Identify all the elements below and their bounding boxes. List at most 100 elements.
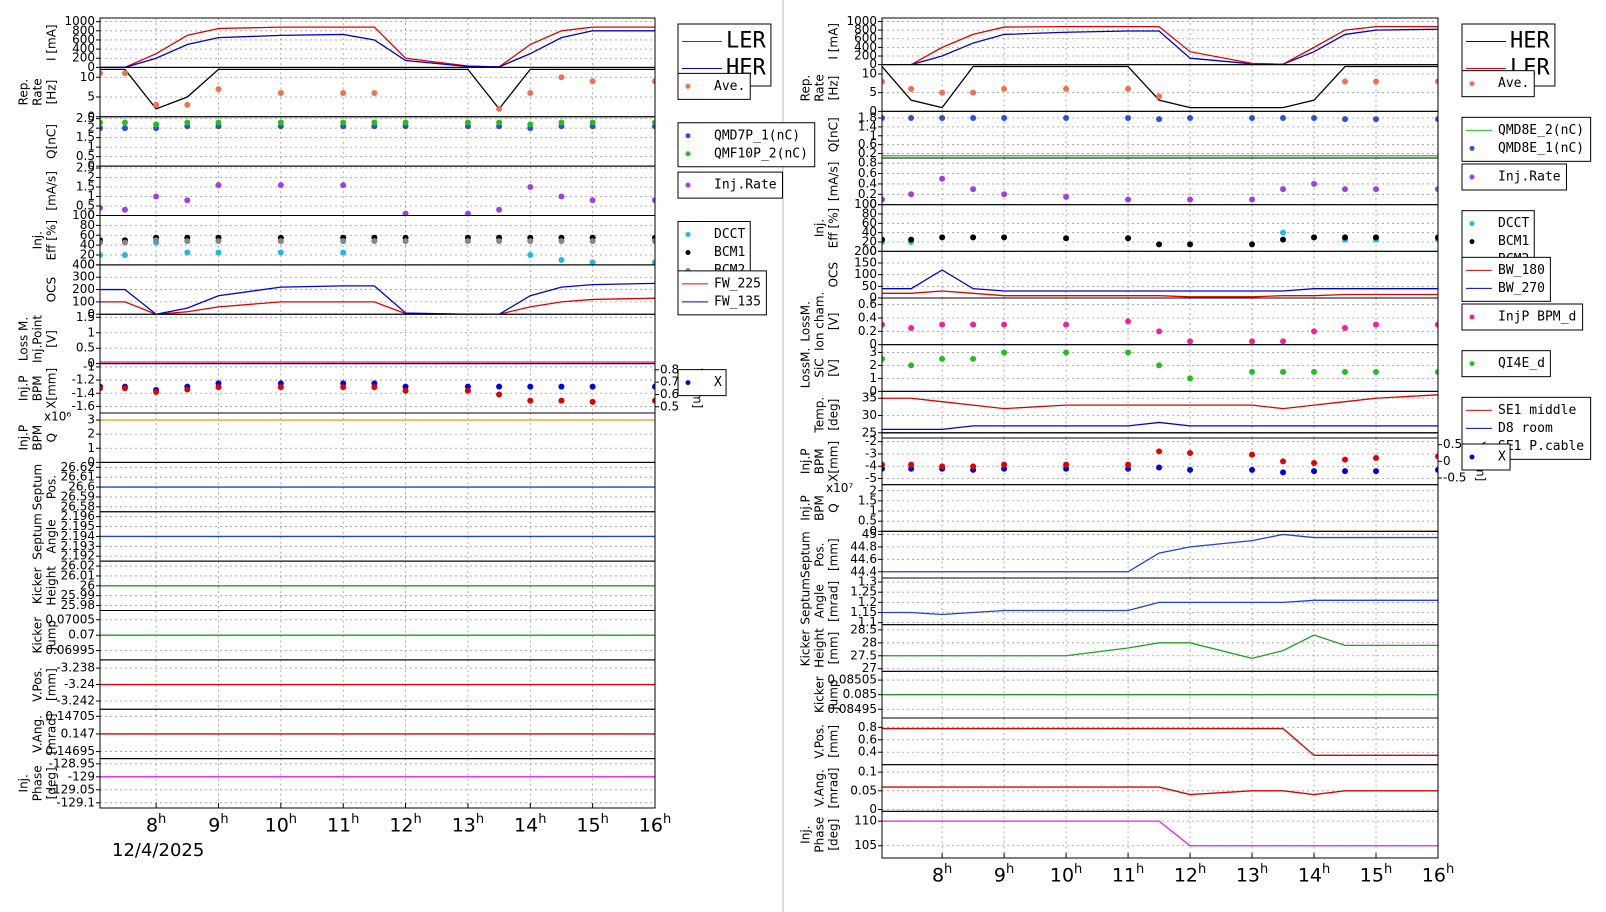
legend-label: BCM1 xyxy=(714,245,745,260)
data-point xyxy=(1001,191,1008,198)
data-point xyxy=(371,90,378,97)
data-point xyxy=(1435,321,1438,328)
legend: FW_225 FW_135 xyxy=(677,270,767,316)
data-point xyxy=(1249,196,1256,203)
y-tick-label: 200 xyxy=(72,51,95,65)
y-axis-label: BPM xyxy=(813,495,827,521)
y-axis-label: Inj. xyxy=(17,774,31,792)
series-group xyxy=(882,269,1438,298)
data-point xyxy=(589,259,596,265)
y-axis-label: V.Ang. xyxy=(31,715,45,753)
data-point xyxy=(970,234,977,241)
y-axis-label: [mrad] xyxy=(45,713,59,754)
series-group xyxy=(882,599,1438,616)
scale-label: x10⁶ xyxy=(44,410,71,424)
y-axis-label: Kicker xyxy=(799,630,813,667)
data-point xyxy=(340,249,347,256)
y-axis-label: Pos. xyxy=(813,543,827,567)
y-axis-label: [V] xyxy=(827,313,841,331)
data-point xyxy=(882,321,885,328)
y-tick-label: 1.5 xyxy=(76,130,95,144)
legend-label: QMD8E_2(nC) xyxy=(1498,123,1584,138)
data-point xyxy=(1435,78,1438,85)
legend-swatch xyxy=(1469,145,1475,151)
data-point xyxy=(1156,241,1163,248)
legend-label: BW_180 xyxy=(1498,263,1545,278)
legend: QI4E_d xyxy=(1461,350,1551,378)
data-point xyxy=(908,115,915,121)
data-point xyxy=(1125,85,1132,92)
y-tick-label: 0.05 xyxy=(850,783,877,797)
data-point xyxy=(100,125,103,132)
data-point xyxy=(215,119,222,126)
y-tick-label: 45 xyxy=(862,527,877,541)
series-group xyxy=(882,115,1438,157)
data-point xyxy=(1156,328,1163,335)
y-tick-label: 300 xyxy=(72,270,95,284)
x-tick-label: 11h xyxy=(1112,862,1144,887)
data-point xyxy=(970,186,977,193)
data-point xyxy=(908,325,915,331)
y-tick-label: -128.95 xyxy=(49,756,95,770)
y-axis-label: Rate xyxy=(813,74,827,102)
y-tick-label: 28 xyxy=(862,635,877,649)
data-point xyxy=(1063,349,1070,356)
y-tick-label: 26.62 xyxy=(61,460,95,474)
data-point xyxy=(277,384,284,391)
y-tick-label: 25.99 xyxy=(61,588,95,602)
series-group xyxy=(100,119,655,132)
data-point xyxy=(1435,186,1438,193)
x-tick-unit: h xyxy=(1006,862,1014,877)
y-axis-label: Kicker xyxy=(31,617,45,654)
x-tick-label: 14h xyxy=(514,812,546,837)
data-point xyxy=(121,206,128,213)
y-tick-label: 200 xyxy=(854,244,877,258)
y-tick-label: 0.147 xyxy=(61,726,95,740)
data-point xyxy=(1125,115,1132,121)
y-tick-label: 200 xyxy=(72,282,95,296)
y-axis-label: BPM xyxy=(31,375,45,401)
y-tick-label: 2 xyxy=(87,427,95,441)
series-line xyxy=(100,26,655,68)
y-tick-label: 1.5 xyxy=(76,180,95,194)
legend-label: X xyxy=(1498,450,1506,465)
y-tick-label: 150 xyxy=(854,256,877,270)
data-point xyxy=(589,78,596,85)
y-tick-label: 0 xyxy=(87,60,95,74)
y-tick-label: 0 xyxy=(869,337,877,351)
legend-label: FW_225 xyxy=(714,276,761,291)
data-point xyxy=(527,252,534,258)
y-axis-label: Jump xyxy=(45,620,59,651)
data-point xyxy=(1249,451,1256,458)
y-axis-label: Kicker xyxy=(31,567,45,604)
data-point xyxy=(908,362,915,369)
data-point xyxy=(939,355,946,362)
y-axis-label: Angle xyxy=(813,584,827,618)
legend-swatch xyxy=(685,232,691,237)
series-group xyxy=(882,634,1438,660)
y-tick-label: 0.6 xyxy=(858,137,877,151)
data-point xyxy=(882,236,885,243)
data-point xyxy=(652,383,655,390)
y-axis-label: Septum xyxy=(799,578,813,625)
legend-swatch xyxy=(685,83,691,89)
legend-label: SE1 middle xyxy=(1498,403,1576,418)
y-tick-label: 0 xyxy=(869,384,877,398)
data-point xyxy=(100,204,103,211)
data-point xyxy=(121,239,128,246)
series-group xyxy=(100,234,655,265)
data-point xyxy=(882,196,885,203)
series-group xyxy=(100,68,655,112)
y-axis-label: [mrad] xyxy=(827,581,841,622)
y-axis-label: Phase xyxy=(813,817,827,853)
y-tick-label: 0 xyxy=(869,104,877,118)
y-tick-label: 20 xyxy=(80,248,95,262)
data-point xyxy=(1373,78,1380,85)
y-tick-label: 0.4 xyxy=(858,745,877,759)
y2-tick-label: 0.5 xyxy=(1443,437,1462,451)
data-point xyxy=(1187,375,1194,382)
data-point xyxy=(1342,186,1349,193)
y-tick-label: 26.02 xyxy=(61,559,95,573)
